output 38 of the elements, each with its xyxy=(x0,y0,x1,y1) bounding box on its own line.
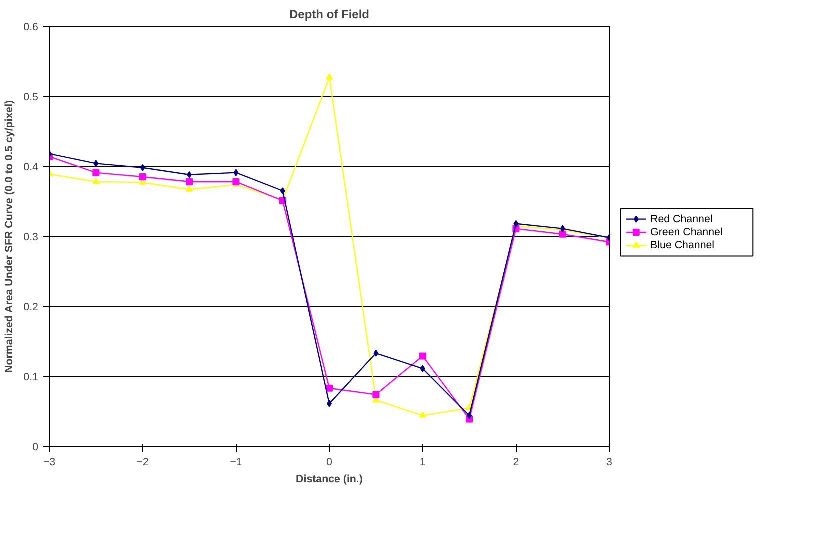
x-tick-label: 0 xyxy=(326,456,333,468)
point xyxy=(94,160,99,168)
x-tick-label: 1 xyxy=(420,456,426,468)
point xyxy=(326,384,333,392)
point xyxy=(420,365,426,372)
x-tick-label: −3 xyxy=(43,456,56,468)
point xyxy=(92,178,100,184)
point xyxy=(139,174,146,180)
chart-title: Depth of Field xyxy=(290,8,370,22)
point xyxy=(234,169,239,176)
point xyxy=(92,169,100,176)
x-tick-label: −2 xyxy=(136,456,149,468)
y-tick-label: 0.3 xyxy=(24,232,39,244)
y-axis-title: Normalized Area Under SFR Curve (0.0 to 0.5 cy/pixel) xyxy=(4,100,16,373)
x-axis-title: Distance (in.) xyxy=(296,474,364,486)
point xyxy=(419,352,426,360)
y-tick-label: 0.6 xyxy=(24,22,39,34)
point xyxy=(372,391,380,398)
point xyxy=(374,350,379,357)
point xyxy=(559,230,566,238)
point xyxy=(326,74,333,80)
y-tick-label: 0 xyxy=(32,442,39,454)
y-tick-label: 0.5 xyxy=(24,92,39,104)
y-tick-label: 0.1 xyxy=(24,372,39,384)
point xyxy=(419,412,426,418)
legend-label: Green Channel xyxy=(650,226,723,238)
x-tick-label: 3 xyxy=(606,456,613,468)
point xyxy=(186,178,193,186)
y-tick-label: 0.2 xyxy=(24,302,39,314)
point xyxy=(280,188,286,194)
legend-label: Blue Channel xyxy=(650,240,715,252)
point xyxy=(186,186,193,192)
point xyxy=(140,164,146,172)
point xyxy=(232,178,240,186)
legend-label: Red Channel xyxy=(650,213,713,226)
x-tick-label: 2 xyxy=(513,456,520,468)
y-tick-label: 0.4 xyxy=(24,162,39,174)
x-tick-label: −1 xyxy=(230,456,242,468)
